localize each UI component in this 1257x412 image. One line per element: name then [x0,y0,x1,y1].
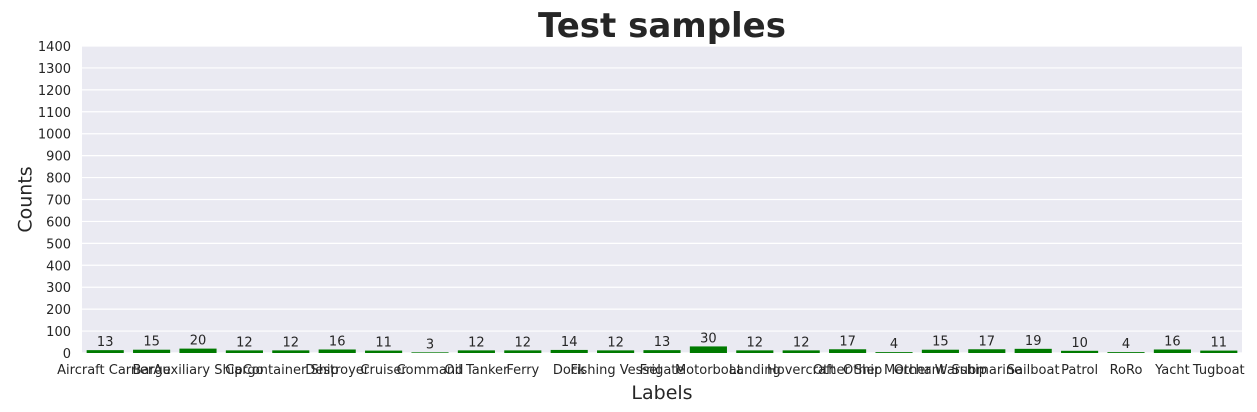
y-tick-label: 1000 [38,128,71,143]
data-label: 12 [468,335,485,350]
data-labels: 13 15 20 12 12 16 11 3 12 12 14 12 13 30 12 12 17 4 15 17 19… [97,331,1227,352]
y-tick-label: 600 [46,215,71,230]
x-tick-label: Oil Tanker [444,363,509,378]
x-tick-label: Container Ship [243,363,339,378]
data-label: 30 [700,331,717,346]
data-label: 12 [515,335,532,350]
x-tick-label: Submarine [952,363,1023,378]
x-tick-label: Patrol [1061,363,1098,378]
y-tick-label: 900 [46,150,71,165]
x-tick-label: Cargo [225,363,263,378]
x-axis-label: Labels [631,382,692,404]
x-tick-label: Motorboat [675,363,742,378]
data-label: 12 [747,335,764,350]
y-tick-label: 1100 [38,106,71,121]
x-tick-label: Auxiliary Ship [153,363,242,378]
bar [1153,349,1191,353]
y-tick-label: 1300 [38,62,71,77]
y-axis-ticks: 0 100 200 300 400 500 600 700 800 900 1000 1100 1200… [38,40,71,362]
data-label: 19 [1025,334,1042,349]
bar [272,350,310,353]
x-tick-label: Tugboat [1192,363,1245,378]
bar [318,349,356,353]
y-tick-label: 100 [46,325,71,340]
data-label: 17 [979,334,996,349]
bar [1014,348,1052,353]
x-tick-label: Barge [132,363,170,378]
data-label: 11 [375,336,392,351]
x-tick-label: Yacht [1154,363,1190,378]
data-label: 13 [654,335,671,350]
bars [86,346,1238,353]
x-tick-label: RoRo [1110,363,1143,378]
x-tick-label: Hovercraft [767,363,835,378]
data-label: 20 [190,334,207,349]
data-label: 12 [283,335,300,350]
bar [643,350,681,353]
bar [1107,352,1145,353]
x-tick-label: Aircraft Carrier [57,363,154,378]
x-tick-label: Frigate [640,363,685,378]
bar [968,349,1006,353]
data-label: 14 [561,335,578,350]
data-label: 15 [143,335,160,350]
bar [782,350,820,353]
y-tick-label: 400 [46,259,71,274]
y-tick-label: 0 [63,347,71,362]
y-tick-label: 1200 [38,84,71,99]
bar [1061,350,1099,353]
bar [225,350,263,353]
x-tick-label: Landing [729,363,781,378]
y-tick-label: 300 [46,281,71,296]
x-tick-label: Dock [553,363,586,378]
bar [689,346,727,353]
y-tick-label: 200 [46,303,71,318]
y-tick-label: 700 [46,194,71,209]
bar [736,350,774,353]
bar [504,350,542,353]
data-label: 16 [1164,334,1181,349]
data-label: 12 [607,335,624,350]
y-tick-label: 800 [46,172,71,187]
x-tick-label: Destroyer [305,363,370,378]
data-label: 16 [329,334,346,349]
gridlines [82,45,1242,354]
data-label: 12 [793,335,810,350]
chart-title: Test samples [538,6,786,46]
y-tick-label: 1400 [38,40,71,55]
y-axis-label: Counts [15,166,37,232]
data-label: 11 [1211,336,1228,351]
bar [133,349,171,353]
bar [411,352,449,353]
x-tick-label: Command [397,363,464,378]
bar [179,348,217,353]
data-label: 4 [1122,337,1130,352]
bar [86,350,124,353]
bar [597,350,635,353]
data-label: 17 [839,334,856,349]
x-tick-label: Cruiser [360,363,407,378]
bar [829,349,867,353]
x-tick-label: Other Merchant [843,363,945,378]
data-label: 13 [97,335,114,350]
bar [365,350,403,353]
x-tick-label: Other Warship [894,363,987,378]
data-label: 15 [932,335,949,350]
data-label: 10 [1071,336,1088,351]
x-tick-label: Ferry [506,363,539,378]
y-tick-label: 500 [46,237,71,252]
bar [457,350,495,353]
bar [921,349,959,353]
x-tick-label: Sailboat [1007,363,1060,378]
x-tick-label: Other Ship [813,363,882,378]
bar [550,349,588,353]
data-label: 3 [426,337,434,352]
data-label: 12 [236,335,253,350]
data-label: 4 [890,337,898,352]
bar [1200,350,1238,353]
bar [875,352,913,353]
x-tick-label: Fishing Vessel [570,363,660,378]
